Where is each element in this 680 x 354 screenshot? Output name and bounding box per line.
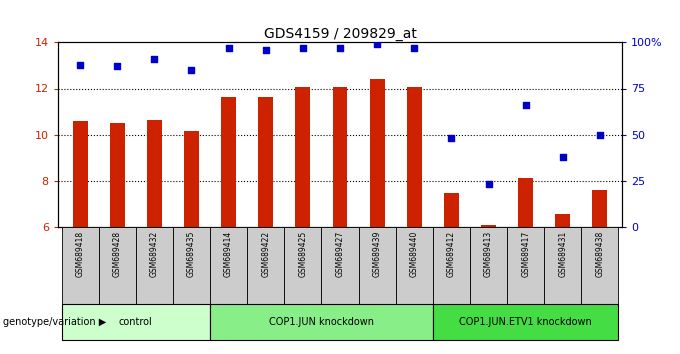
Text: GSM689412: GSM689412 (447, 230, 456, 276)
Bar (210, 304, 433, 340)
Bar (396, 227, 433, 304)
Bar (284, 227, 322, 304)
Point (483, 181, 494, 187)
Bar (333, 87, 347, 227)
Point (149, 56, 160, 62)
Bar (258, 97, 273, 227)
Point (260, 47, 271, 53)
Bar (173, 227, 210, 304)
Bar (470, 227, 507, 304)
Bar (61, 304, 210, 340)
Text: GSM689413: GSM689413 (484, 230, 493, 277)
Point (558, 154, 568, 159)
Text: COP1.JUN.ETV1 knockdown: COP1.JUN.ETV1 knockdown (459, 317, 592, 327)
Bar (109, 123, 124, 227)
Text: GSM689431: GSM689431 (558, 230, 567, 277)
Bar (295, 87, 310, 227)
Text: control: control (119, 317, 152, 327)
Bar (518, 178, 533, 227)
Point (446, 135, 457, 141)
Point (372, 41, 383, 47)
Bar (136, 227, 173, 304)
Text: GSM689425: GSM689425 (299, 230, 307, 277)
Bar (444, 193, 459, 227)
Bar (481, 225, 496, 227)
Bar (210, 227, 247, 304)
Bar (61, 227, 99, 304)
Bar (507, 227, 544, 304)
Point (112, 64, 122, 69)
Text: GSM689439: GSM689439 (373, 230, 381, 277)
Text: COP1.JUN knockdown: COP1.JUN knockdown (269, 317, 374, 327)
Bar (221, 97, 236, 227)
Bar (99, 227, 136, 304)
Bar (147, 120, 162, 227)
Text: GSM689427: GSM689427 (335, 230, 345, 277)
Bar (358, 227, 396, 304)
Text: GSM689418: GSM689418 (75, 230, 84, 276)
Bar (407, 87, 422, 227)
Bar (247, 227, 284, 304)
Point (520, 102, 531, 108)
Text: GSM689414: GSM689414 (224, 230, 233, 277)
Bar (556, 214, 571, 227)
Text: GSM689438: GSM689438 (596, 230, 605, 277)
Point (186, 67, 197, 73)
Bar (544, 227, 581, 304)
Text: GSM689417: GSM689417 (521, 230, 530, 277)
Bar (592, 190, 607, 227)
Bar (73, 121, 88, 227)
Bar (433, 304, 619, 340)
Bar (184, 131, 199, 227)
Point (335, 45, 345, 51)
Text: GSM689428: GSM689428 (113, 230, 122, 276)
Bar (322, 227, 358, 304)
Point (297, 45, 308, 51)
Text: GSM689432: GSM689432 (150, 230, 159, 277)
Text: genotype/variation ▶: genotype/variation ▶ (3, 317, 107, 327)
Point (223, 45, 234, 51)
Text: GSM689435: GSM689435 (187, 230, 196, 277)
Bar (433, 227, 470, 304)
Text: GSM689440: GSM689440 (410, 230, 419, 277)
Point (409, 45, 420, 51)
Point (75, 62, 86, 67)
Text: GSM689422: GSM689422 (261, 230, 270, 276)
Bar (581, 227, 619, 304)
Point (594, 132, 605, 137)
Title: GDS4159 / 209829_at: GDS4159 / 209829_at (264, 28, 416, 41)
Bar (370, 79, 385, 227)
